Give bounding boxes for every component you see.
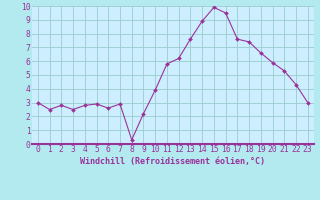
X-axis label: Windchill (Refroidissement éolien,°C): Windchill (Refroidissement éolien,°C) bbox=[80, 157, 265, 166]
